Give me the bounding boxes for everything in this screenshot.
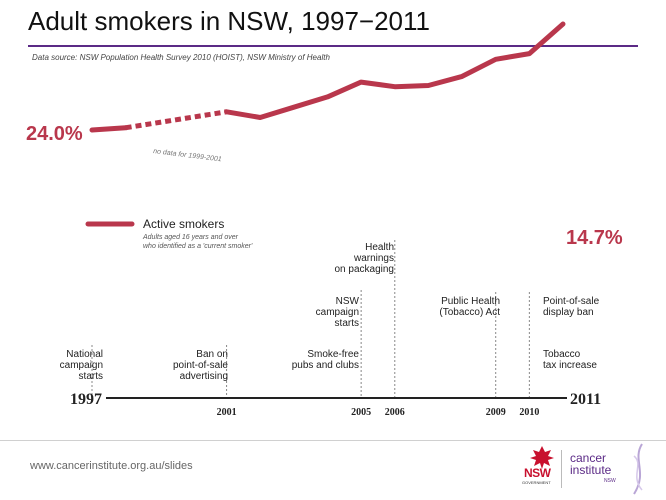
event-label-1-1: point-of-sale xyxy=(173,360,228,371)
event-label-6-1: display ban xyxy=(543,307,594,318)
event-label-0-2: starts xyxy=(79,371,103,382)
event-label-6-0: Point-of-sale xyxy=(543,296,600,307)
ci-line1: cancer xyxy=(570,451,607,465)
waratah-icon xyxy=(530,446,554,469)
end-value-label: 14.7% xyxy=(566,227,623,249)
event-label-4-2: on packaging xyxy=(335,264,395,275)
gap-note: no data for 1999-2001 xyxy=(153,148,222,163)
footer-url[interactable]: www.cancerinstitute.org.au/slides xyxy=(30,460,193,472)
footer-divider xyxy=(0,440,666,441)
event-label-4-1: warnings xyxy=(353,253,394,264)
cancer-institute-logo: cancer institute xyxy=(570,452,611,476)
title-divider xyxy=(28,45,638,47)
x-axis-start-label: 1997 xyxy=(70,391,102,408)
event-label-7-0: Tobacco xyxy=(543,349,581,360)
event-label-3-2: starts xyxy=(335,318,359,329)
event-label-7-1: tax increase xyxy=(543,360,597,371)
legend-subtitle-line2: who identified as a 'current smoker' xyxy=(143,243,253,250)
legend-subtitle-line1: Adults aged 16 years and over xyxy=(142,234,239,241)
event-label-3-1: campaign xyxy=(316,307,359,318)
data-source: Data source: NSW Population Health Surve… xyxy=(32,53,330,62)
legend-series-name: Active smokers xyxy=(143,217,224,231)
x-tick-2010: 2010 xyxy=(519,407,539,418)
logo-divider xyxy=(561,450,562,488)
event-label-0-1: campaign xyxy=(60,360,103,371)
x-tick-2005: 2005 xyxy=(351,407,371,418)
x-tick-2001: 2001 xyxy=(217,407,237,418)
ribbon-icon xyxy=(633,443,643,495)
x-tick-2006: 2006 xyxy=(385,407,405,418)
series-line-gap xyxy=(125,109,227,131)
event-label-5-0: Public Health xyxy=(441,296,500,307)
logos: NSW GOVERNMENT cancer institute NSW xyxy=(514,440,666,500)
ci-sub: NSW xyxy=(604,478,616,484)
event-label-1-0: Ban on xyxy=(196,349,228,360)
series-line-late xyxy=(224,21,566,120)
x-tick-2009: 2009 xyxy=(486,407,506,418)
series-line-early xyxy=(89,125,129,133)
event-label-5-1: (Tobacco) Act xyxy=(439,307,500,318)
smokers-line-chart: 1997 2011 2001 2005 2006 2009 2010 no data for … xyxy=(26,21,623,418)
nsw-gov-label: GOVERNMENT xyxy=(522,480,551,485)
event-label-2-0: Smoke-free xyxy=(307,349,359,360)
event-label-4-0: Health xyxy=(365,242,394,253)
page-title: Adult smokers in NSW, 1997−2011 xyxy=(28,6,431,36)
event-label-1-2: advertising xyxy=(180,371,228,382)
start-value-label: 24.0% xyxy=(26,123,83,145)
event-label-0-0: National xyxy=(66,349,103,360)
nsw-logo-label: NSW xyxy=(524,466,551,480)
ci-line2: institute xyxy=(570,463,612,477)
x-axis-end-label: 2011 xyxy=(570,391,601,408)
event-label-3-0: NSW xyxy=(336,296,360,307)
event-label-2-1: pubs and clubs xyxy=(292,360,359,371)
